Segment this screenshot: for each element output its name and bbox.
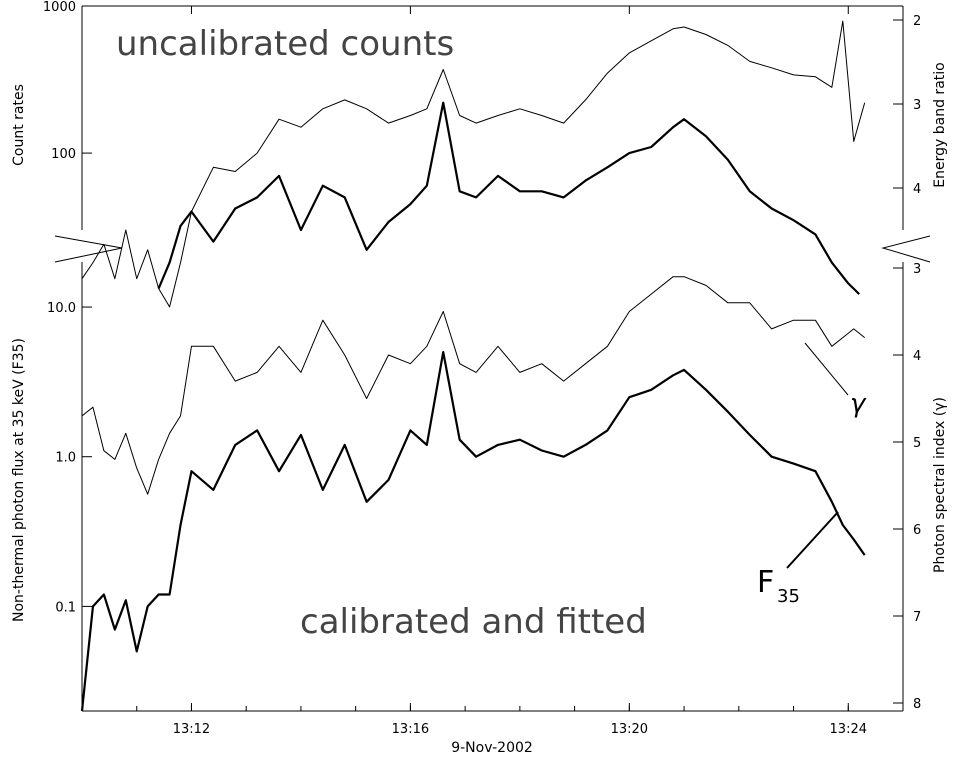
series-layer bbox=[80, 20, 866, 712]
left-axis-title-upper: Count rates bbox=[11, 84, 27, 166]
y-tick-label-right: 5 bbox=[913, 436, 921, 451]
gamma-pointer bbox=[804, 342, 849, 396]
f35-pointer bbox=[786, 511, 839, 569]
y-tick-label-left: 0.1 bbox=[55, 600, 76, 615]
f35-subscript: 35 bbox=[777, 586, 800, 607]
f35-label: F bbox=[757, 565, 774, 600]
y-tick-label-right: 4 bbox=[913, 182, 921, 197]
x-tick-label: 13:20 bbox=[611, 722, 648, 737]
series-line-counts-thin bbox=[81, 20, 866, 308]
bottom-panel-label: calibrated and fitted bbox=[300, 602, 647, 642]
x-tick-label: 13:16 bbox=[392, 722, 429, 737]
y-tick-label-right: 3 bbox=[913, 262, 921, 277]
axis-break-left bbox=[54, 235, 123, 263]
axis-break-right bbox=[881, 235, 931, 263]
right-axis-title-lower: Photon spectral index (γ) bbox=[932, 397, 948, 573]
plot-frame bbox=[54, 5, 931, 712]
y-tick-label-right: 7 bbox=[913, 610, 921, 625]
y-tick-label-left: 10.0 bbox=[47, 301, 76, 316]
y-tick-label-right: 6 bbox=[913, 523, 921, 538]
right-axis-title-upper: Energy band ratio bbox=[932, 62, 948, 187]
y-tick-label-left: 1000 bbox=[43, 0, 76, 15]
y-tick-label-left: 1.0 bbox=[55, 451, 76, 466]
y-tick-label-right: 4 bbox=[913, 349, 921, 364]
left-axis-title-lower: Non-thermal photon flux at 35 keV (F35) bbox=[11, 338, 27, 622]
series-line-counts-thick bbox=[157, 101, 860, 295]
y-tick-label-right: 3 bbox=[913, 98, 921, 113]
series-line-F35 bbox=[80, 351, 866, 712]
x-tick-label: 13:24 bbox=[830, 722, 867, 737]
gamma-label: γ bbox=[850, 389, 867, 419]
x-tick-label: 13:12 bbox=[173, 722, 210, 737]
y-tick-label-right: 8 bbox=[913, 697, 921, 712]
y-tick-label-left: 100 bbox=[51, 147, 76, 162]
series-line-γ bbox=[81, 276, 865, 495]
x-axis-title: 9-Nov-2002 bbox=[451, 740, 533, 756]
top-panel-label: uncalibrated counts bbox=[116, 24, 454, 64]
annotations: uncalibrated counts calibrated and fitte… bbox=[116, 24, 867, 642]
y-tick-label-right: 2 bbox=[913, 14, 921, 29]
